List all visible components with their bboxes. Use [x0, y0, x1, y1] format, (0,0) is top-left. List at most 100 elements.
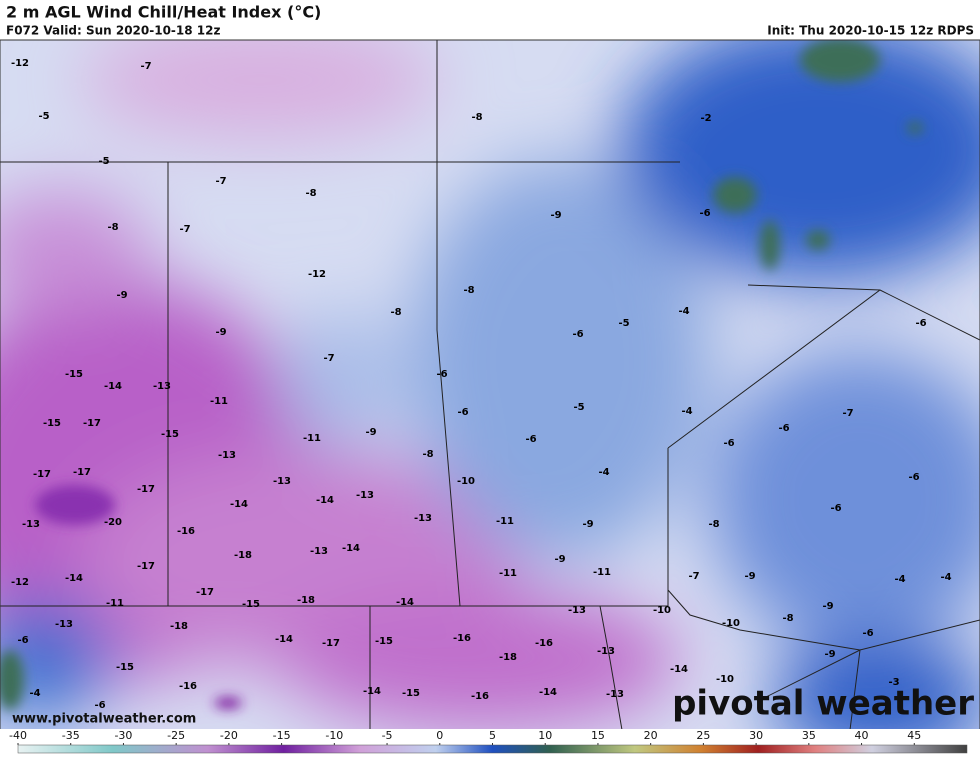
map-background — [0, 40, 980, 730]
value-label: -7 — [140, 61, 151, 72]
value-label: -18 — [499, 652, 517, 663]
value-label: -11 — [496, 516, 514, 527]
colorbar-tick-label: 0 — [436, 729, 443, 742]
value-label: -14 — [275, 634, 293, 645]
value-label: -13 — [356, 490, 374, 501]
value-label: -6 — [436, 369, 447, 380]
colorbar-tick-label: -35 — [62, 729, 80, 742]
value-label: -18 — [234, 550, 252, 561]
value-label: -6 — [915, 318, 926, 329]
value-label: -9 — [582, 519, 593, 530]
value-label: -5 — [618, 318, 629, 329]
value-label: -3 — [888, 677, 899, 688]
value-label: -5 — [38, 111, 49, 122]
value-label: -7 — [179, 224, 190, 235]
value-label: -8 — [305, 188, 316, 199]
value-label: -4 — [894, 574, 905, 585]
value-label: -4 — [940, 572, 951, 583]
value-label: -18 — [297, 595, 315, 606]
value-label: -8 — [422, 449, 433, 460]
colorbar-tick-label: 30 — [749, 729, 763, 742]
value-label: -6 — [778, 423, 789, 434]
value-label: -14 — [396, 597, 414, 608]
colorbar-tick-label: -30 — [114, 729, 132, 742]
colorbar-tick-label: 45 — [907, 729, 921, 742]
value-label: -12 — [11, 577, 29, 588]
value-label: -10 — [653, 605, 671, 616]
value-label: -14 — [670, 664, 688, 675]
value-label: -11 — [593, 567, 611, 578]
value-label: -6 — [908, 472, 919, 483]
value-label: -5 — [98, 156, 109, 167]
value-label: -12 — [11, 58, 29, 69]
value-label: -8 — [390, 307, 401, 318]
value-label: -13 — [597, 646, 615, 657]
colorbar-tick-label: 35 — [802, 729, 816, 742]
value-label: -13 — [568, 605, 586, 616]
value-label: -8 — [782, 613, 793, 624]
value-label: -16 — [179, 681, 197, 692]
value-label: -6 — [94, 700, 105, 711]
colorbar-tick-label: -15 — [273, 729, 291, 742]
init-time: Init: Thu 2020-10-15 12z RDPS — [767, 24, 974, 38]
value-label: -8 — [463, 285, 474, 296]
value-label: -16 — [535, 638, 553, 649]
value-label: -9 — [550, 210, 561, 221]
value-label: -4 — [678, 306, 689, 317]
value-label: -9 — [554, 554, 565, 565]
value-label: -13 — [414, 513, 432, 524]
value-label: -17 — [73, 467, 91, 478]
value-label: -17 — [137, 561, 155, 572]
value-label: -16 — [471, 691, 489, 702]
value-label: -15 — [402, 688, 420, 699]
value-label: -4 — [598, 467, 609, 478]
value-label: -17 — [196, 587, 214, 598]
map-title: 2 m AGL Wind Chill/Heat Index (°C) — [6, 3, 321, 22]
value-label: -17 — [322, 638, 340, 649]
value-label: -6 — [699, 208, 710, 219]
colorbar-tick-label: -40 — [9, 729, 27, 742]
value-label: -17 — [137, 484, 155, 495]
value-label: -13 — [310, 546, 328, 557]
colorbar-tick-label: -10 — [325, 729, 343, 742]
value-label: -11 — [499, 568, 517, 579]
value-label: -11 — [210, 396, 228, 407]
value-label: -6 — [862, 628, 873, 639]
colorbar-tick-label: -25 — [167, 729, 185, 742]
colorbar-tick-label: 25 — [696, 729, 710, 742]
colorbar — [17, 744, 968, 754]
value-label: -20 — [104, 517, 122, 528]
value-label: -15 — [43, 418, 61, 429]
value-label: -7 — [842, 408, 853, 419]
value-label: -15 — [242, 599, 260, 610]
value-label: -14 — [316, 495, 334, 506]
colorbar-tick-label: 5 — [489, 729, 496, 742]
value-label: -14 — [65, 573, 83, 584]
value-label: -14 — [363, 686, 381, 697]
value-label: -13 — [273, 476, 291, 487]
value-label: -12 — [308, 269, 326, 280]
value-label: -17 — [33, 469, 51, 480]
colorbar-tick-label: -20 — [220, 729, 238, 742]
value-label: -9 — [215, 327, 226, 338]
value-label: -9 — [116, 290, 127, 301]
value-label: -7 — [323, 353, 334, 364]
value-label: -14 — [342, 543, 360, 554]
value-label: -15 — [65, 369, 83, 380]
value-label: -15 — [161, 429, 179, 440]
value-label: -8 — [708, 519, 719, 530]
value-label: -14 — [230, 499, 248, 510]
value-label: -6 — [525, 434, 536, 445]
value-label: -16 — [453, 633, 471, 644]
value-label: -10 — [457, 476, 475, 487]
value-label: -16 — [177, 526, 195, 537]
value-label: -6 — [17, 635, 28, 646]
value-label: -18 — [170, 621, 188, 632]
value-label: -9 — [365, 427, 376, 438]
value-label: -8 — [107, 222, 118, 233]
value-label: -8 — [471, 112, 482, 123]
website: www.pivotalweather.com — [12, 712, 196, 727]
value-label: -2 — [700, 113, 711, 124]
